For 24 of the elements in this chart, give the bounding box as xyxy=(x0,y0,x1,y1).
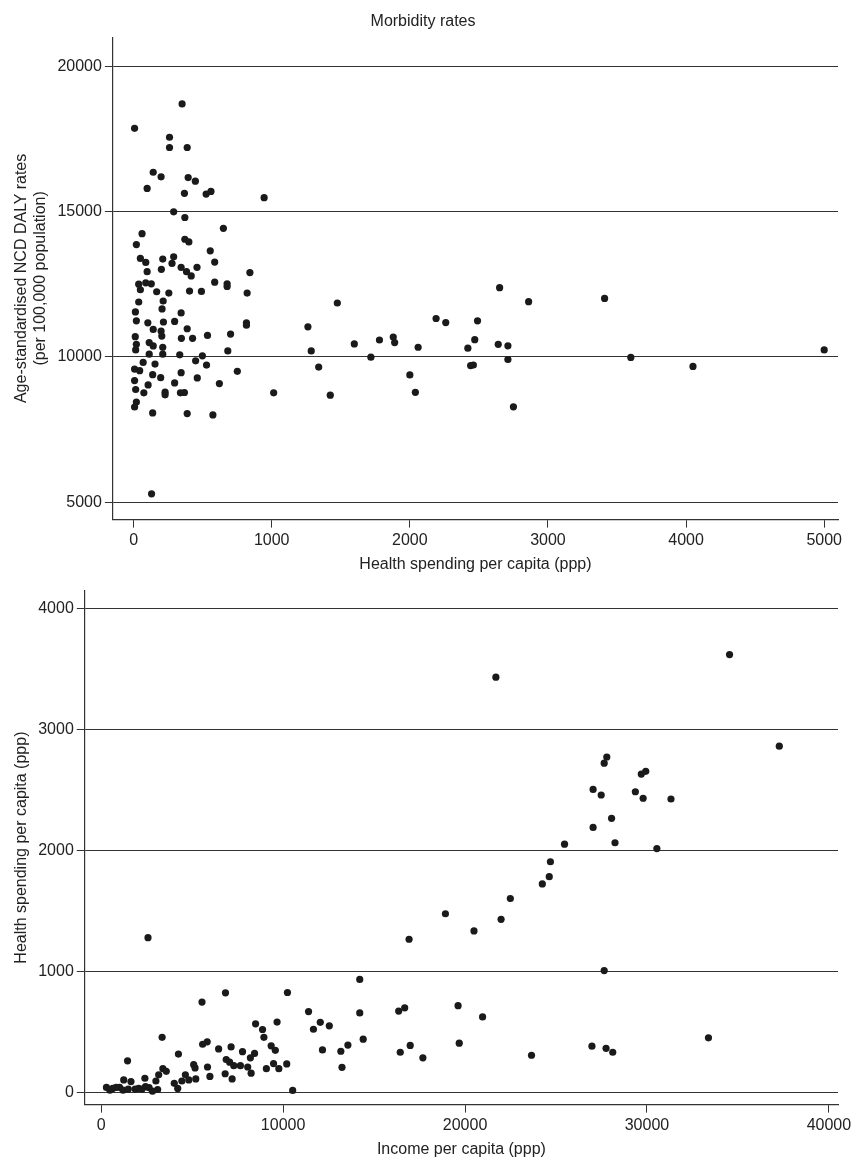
x-tick-label: 40000 xyxy=(806,1115,852,1133)
y-tick-label: 1000 xyxy=(38,961,74,979)
x-tick-label: 10000 xyxy=(260,1115,306,1133)
x-tick-label: 0 xyxy=(129,530,139,548)
x-tick-label: 30000 xyxy=(624,1115,670,1133)
x-tick-label: 5000 xyxy=(806,530,843,548)
y-tick-label: 20000 xyxy=(57,56,102,74)
y-axis-title: Health spending per capita (ppp) xyxy=(12,731,30,964)
y-tick-label: 4000 xyxy=(38,599,74,617)
x-axis-title: Income per capita (ppp) xyxy=(376,1139,546,1157)
x-tick-label: 2000 xyxy=(392,530,428,548)
chart-title: Morbidity rates xyxy=(370,12,476,30)
x-tick-label: 4000 xyxy=(668,530,704,548)
y-axis-title: Age-standardised NCD DALY rates (per 100,000 population) xyxy=(12,153,49,404)
y-tick-label: 15000 xyxy=(57,201,102,219)
x-axis-title: Health spending per capita (ppp) xyxy=(359,554,592,572)
x-tick-label: 3000 xyxy=(530,530,566,548)
y-tick-label: 2000 xyxy=(38,841,74,859)
y-tick-label: 10000 xyxy=(57,347,102,365)
x-tick-label: 20000 xyxy=(442,1115,488,1133)
y-tick-label: 0 xyxy=(64,1082,74,1100)
x-tick-label: 1000 xyxy=(253,530,290,548)
y-tick-label: 5000 xyxy=(66,492,102,510)
y-tick-label: 3000 xyxy=(38,720,74,738)
